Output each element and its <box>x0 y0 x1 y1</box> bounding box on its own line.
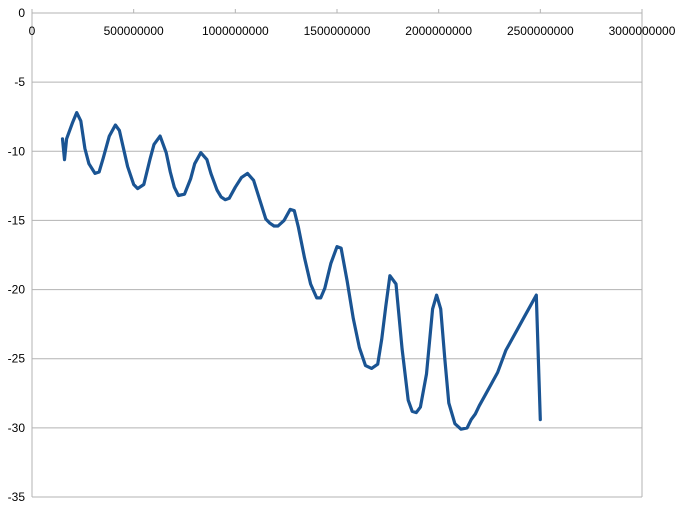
x-tick-label: 1000000000 <box>202 24 269 38</box>
x-tick-label: 2000000000 <box>405 24 472 38</box>
series-line-0 <box>60 110 542 431</box>
y-tick-labels: 0 -5 -10 -15 -20 -25 -30 -35 <box>8 6 26 504</box>
y-tick-label: -10 <box>8 144 26 158</box>
x-tick-label: 3000000000 <box>609 24 676 38</box>
x-tick-label: 2500000000 <box>507 24 574 38</box>
x-tick-labels: 0 500000000 1000000000 1500000000 2000000000… <box>29 24 676 38</box>
y-tick-label: -20 <box>8 283 26 297</box>
y-tick-label: -15 <box>8 213 26 227</box>
x-tick-label: 1500000000 <box>304 24 371 38</box>
y-tick-label: -25 <box>8 352 26 366</box>
series-group <box>60 110 542 431</box>
y-tick-label: -35 <box>8 490 26 504</box>
gridlines <box>32 12 642 498</box>
axes <box>31 9 643 497</box>
y-tick-label: 0 <box>18 6 25 20</box>
x-tick-label: 0 <box>29 24 36 38</box>
x-tick-label: 500000000 <box>104 24 164 38</box>
y-tick-label: -5 <box>14 75 25 89</box>
y-tick-label: -30 <box>8 421 26 435</box>
